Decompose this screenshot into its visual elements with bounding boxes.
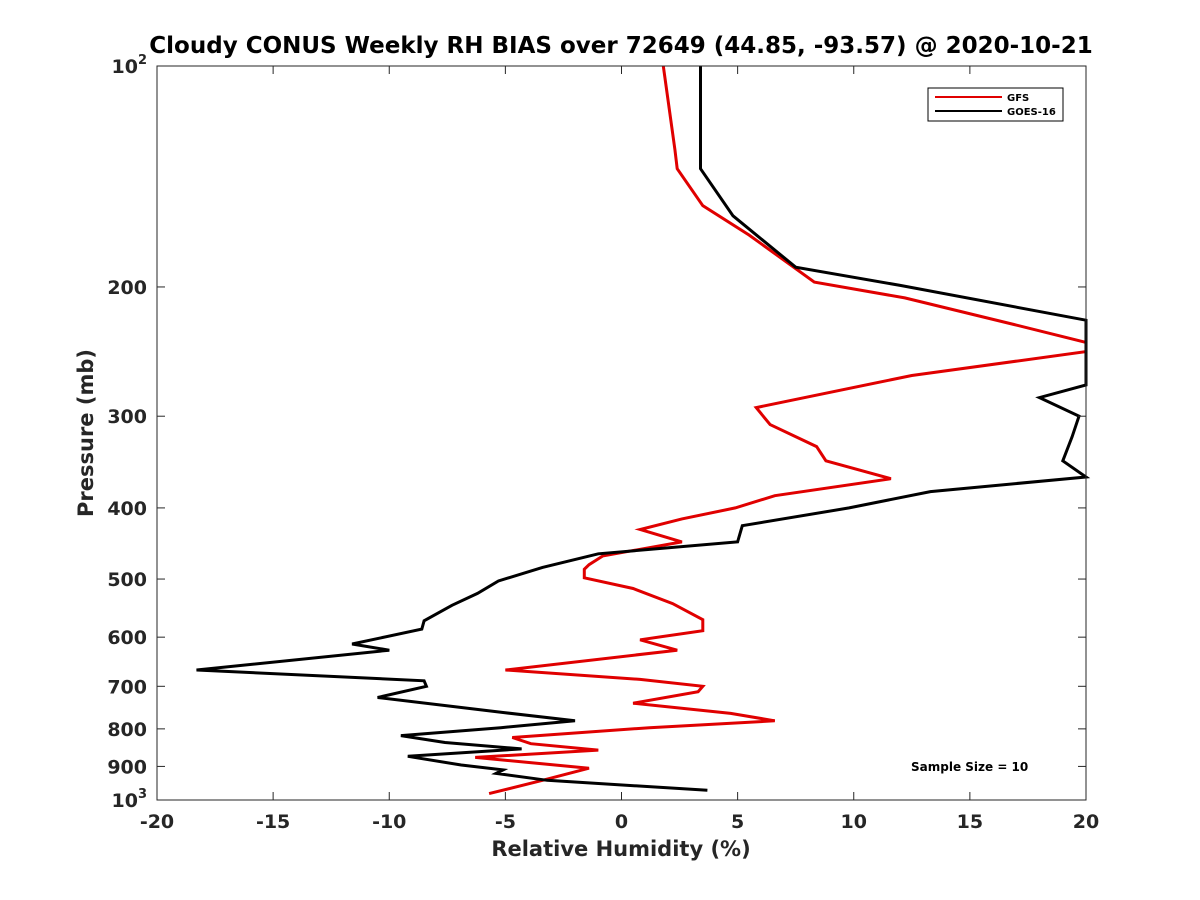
y-tick-label: 900 [107,756,147,778]
legend: GFS GOES-16 [927,87,1064,122]
y-tick-label: 102 [112,53,148,78]
sample-size-annotation: Sample Size = 10 [911,760,1028,774]
legend-label-gfs: GFS [1007,93,1029,104]
y-tick-label: 500 [107,569,147,591]
y-tick-label: 700 [107,676,147,698]
y-tick-label: 200 [107,277,147,299]
x-tick-label: 5 [731,811,744,833]
chart-title: Cloudy CONUS Weekly RH BIAS over 72649 (… [149,33,1092,59]
x-tick-label: -10 [372,811,406,833]
legend-label-goes-16: GOES-16 [1007,107,1056,118]
y-axis-label: Pressure (mb) [74,349,98,517]
y-tick-label: 600 [107,627,147,649]
x-tick-label: 15 [957,811,983,833]
x-tick-label: 20 [1073,811,1099,833]
series-line-gfs [475,65,1088,796]
y-tick-label: 103 [112,787,148,812]
plot-lines [196,65,1091,796]
y-tick-label: 800 [107,719,147,741]
x-tick-label: -15 [256,811,290,833]
legend-box [927,87,1064,122]
y-tick-label: 400 [107,498,147,520]
x-axis-label: Relative Humidity (%) [491,837,750,861]
y-tick-label: 300 [107,406,147,428]
y-axis-ticks: 102 200 300 400 500 600 700 800 900 103 [107,53,1086,812]
x-tick-label: -5 [495,811,516,833]
series-line-goes-16 [196,66,1091,792]
x-tick-label: -20 [140,811,174,833]
x-axis-ticks: -20 -15 -10 -5 0 5 10 15 20 [140,66,1099,833]
x-tick-label: 10 [841,811,867,833]
x-tick-label: 0 [615,811,628,833]
